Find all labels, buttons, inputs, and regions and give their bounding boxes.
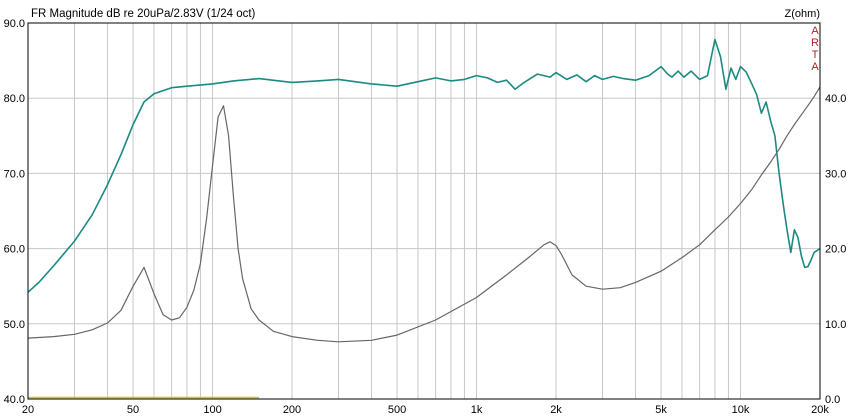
x-tick-label: 200 [283,404,301,416]
y-right-tick-label: 0.0 [825,394,840,406]
y-right-tick-label: 40.0 [825,93,846,105]
plot-lines [27,38,821,399]
x-tick-label: 1k [471,404,483,416]
right-axis-label: Z(ohm) [785,8,820,20]
x-tick-label: 20k [811,404,829,416]
y-right-tick-label: 10.0 [825,319,846,331]
y-left-tick-label: 70.0 [4,168,25,180]
x-tick-label: 2k [550,404,562,416]
y-left-tick-label: 60.0 [4,244,25,256]
y-left-tick-label: 50.0 [4,319,25,331]
x-tick-label: 500 [388,404,406,416]
y-left-tick-label: 80.0 [4,93,25,105]
arta-letter: A [811,61,819,73]
frequency-response-line [27,38,821,293]
x-tick-label: 20 [22,404,34,416]
x-tick-label: 100 [203,404,221,416]
y-left-tick-label: 90.0 [4,18,25,30]
y-left-tick-label: 40.0 [4,394,25,406]
arta-letter: T [812,49,819,61]
chart-title: FR Magnitude dB re 20uPa/2.83V (1/24 oct… [31,8,256,20]
y-right-axis: 40.0 30.0 20.0 10.0 0.0 [825,93,846,406]
x-tick-label: 10k [732,404,750,416]
arta-letter: A [811,25,819,37]
impedance-line [27,86,821,343]
y-left-axis: 90.0 80.0 70.0 60.0 50.0 40.0 [4,18,25,406]
x-tick-label: 5k [655,404,667,416]
y-right-tick-label: 30.0 [825,168,846,180]
plot-frame [27,22,821,400]
y-right-tick-label: 20.0 [825,244,846,256]
x-tick-label: 50 [127,404,139,416]
x-axis: 20 50 100 200 500 1k 2k 5k 10k 20k [22,404,829,416]
arta-letter: R [811,37,819,49]
